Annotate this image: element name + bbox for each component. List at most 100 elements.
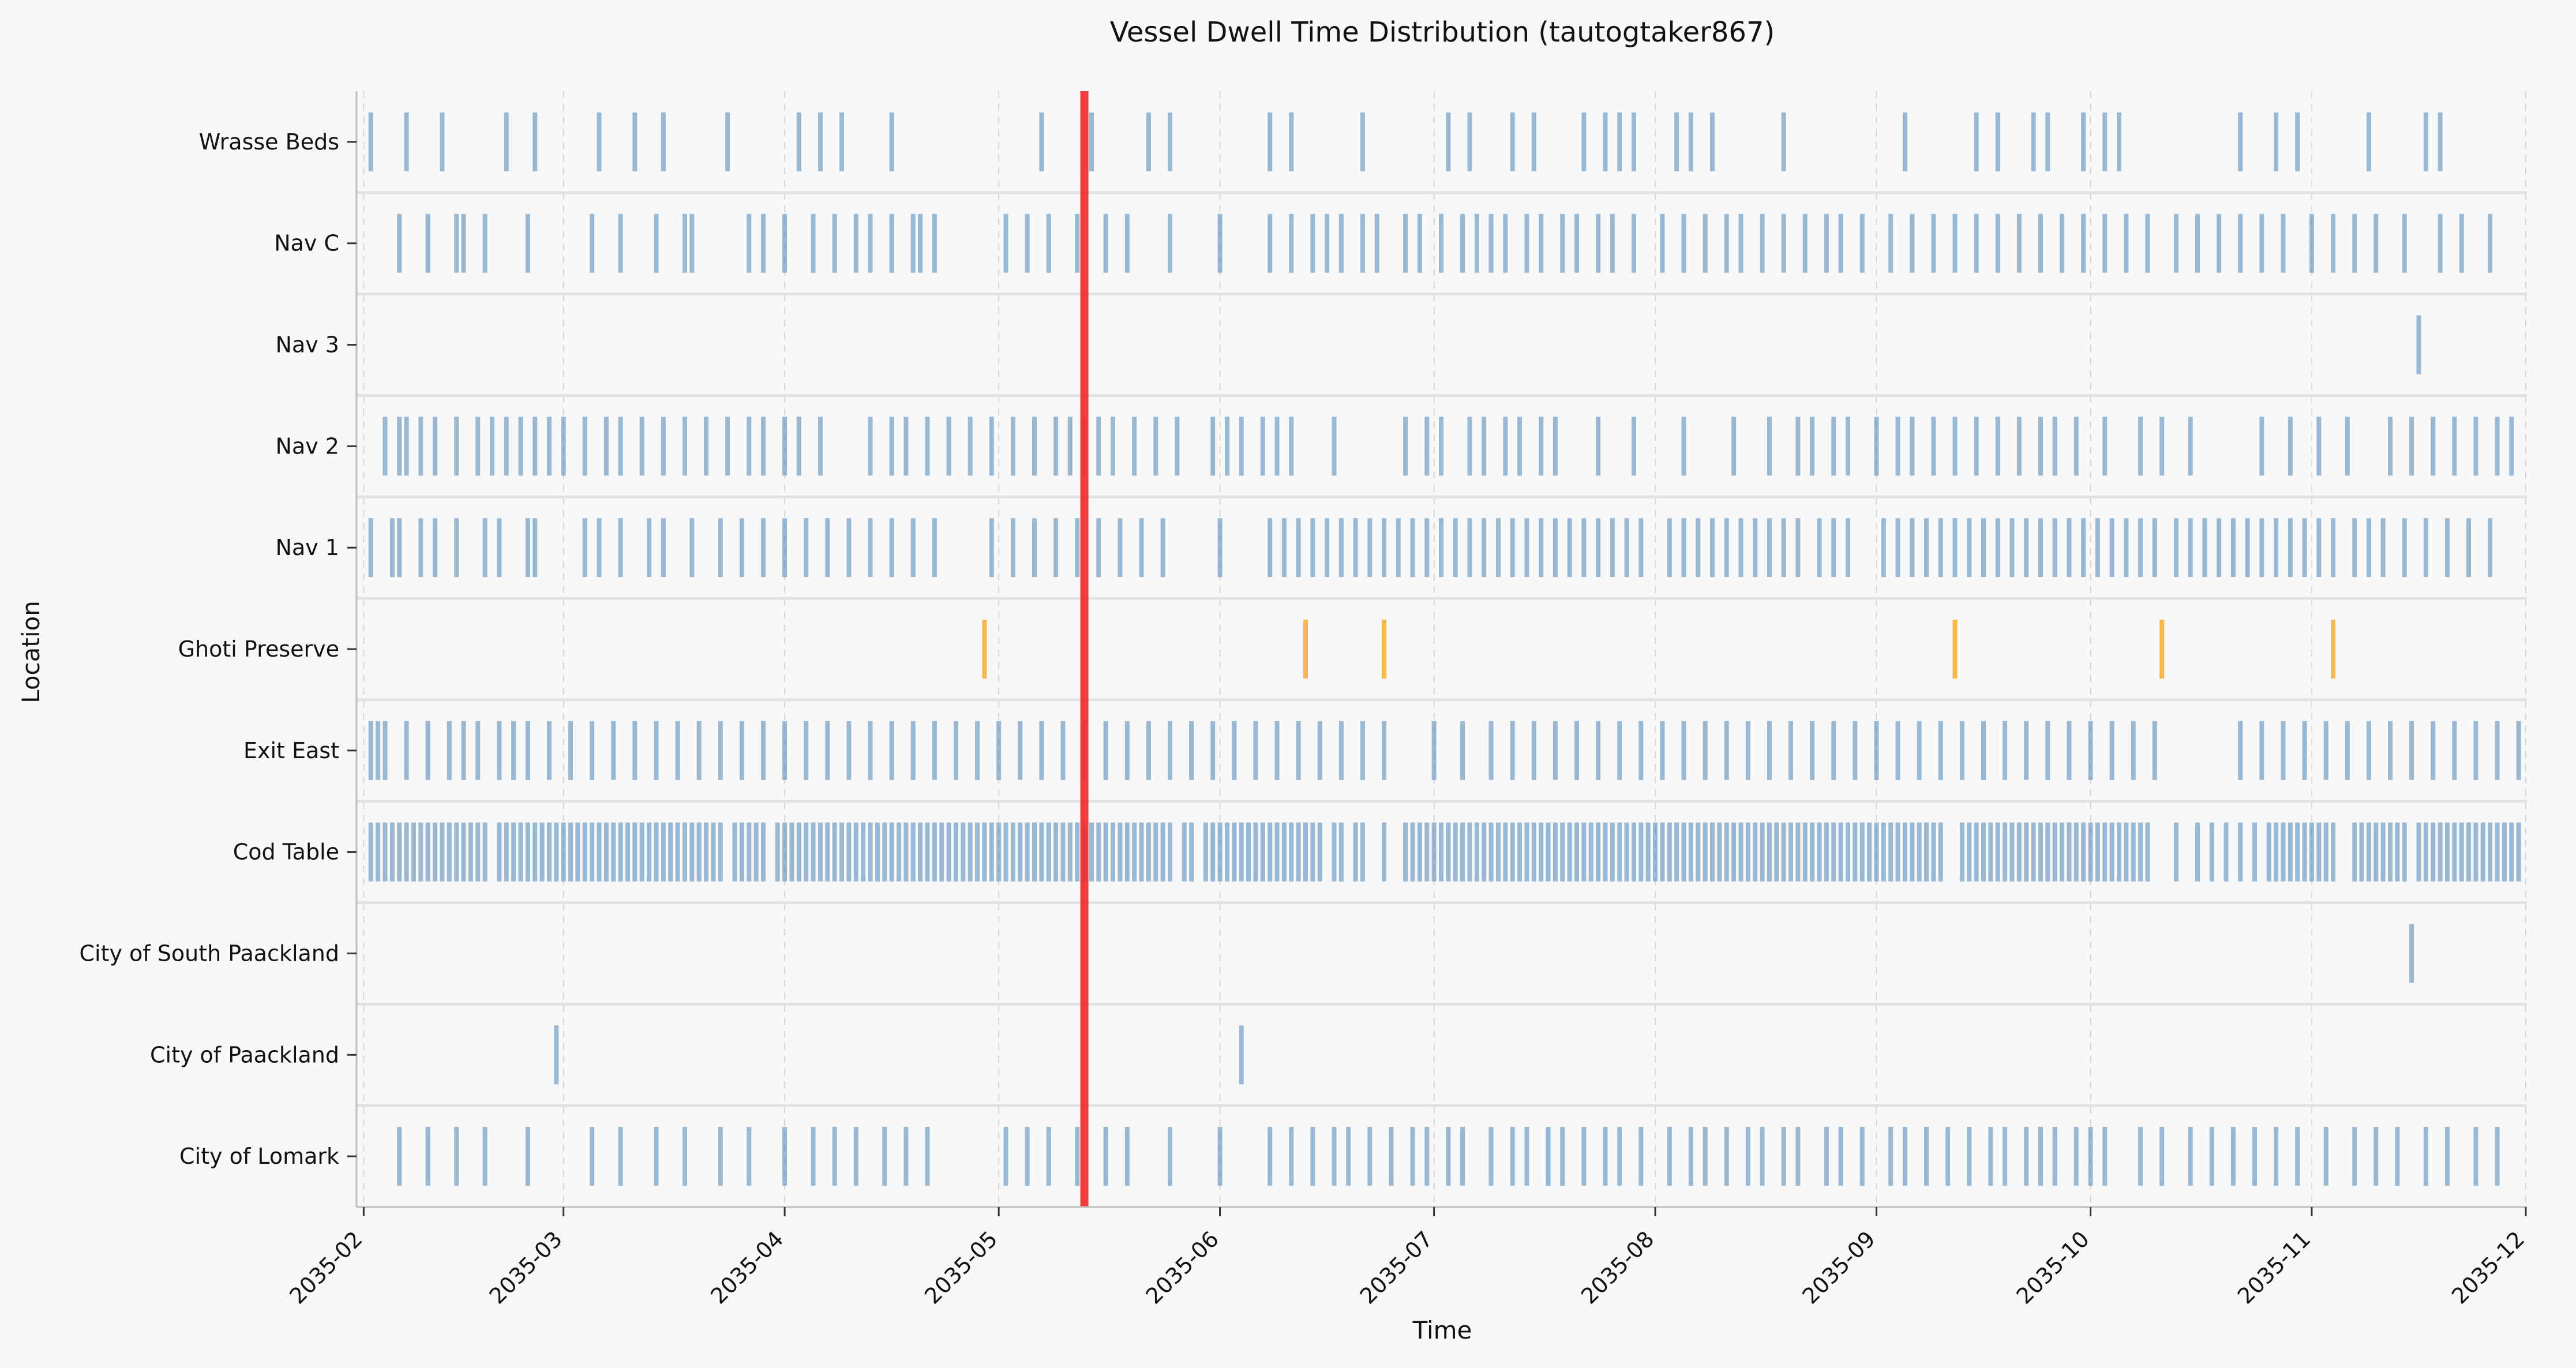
dwell-event-bar — [1681, 213, 1686, 273]
dwell-event-bar — [747, 417, 752, 476]
dwell-event-bar — [383, 417, 388, 476]
dwell-event-bar — [1767, 417, 1772, 476]
dwell-event-bar — [1617, 822, 1622, 882]
dwell-event-bar — [590, 822, 595, 882]
dwell-event-bar — [1853, 721, 1858, 780]
y-tick-label: City of Lomark — [179, 1144, 339, 1169]
dwell-event-bar — [1945, 1127, 1951, 1186]
dwell-event-bar — [533, 417, 538, 476]
dwell-event-bar — [1003, 822, 1008, 882]
dwell-event-bar — [1118, 518, 1123, 578]
dwell-event-bar — [2438, 822, 2443, 882]
dwell-event-bar — [2331, 213, 2336, 273]
dwell-event-bar — [582, 822, 587, 882]
dwell-event-bar — [2423, 1127, 2428, 1186]
dwell-event-bar — [1824, 1127, 1829, 1186]
dwell-event-bar — [1846, 417, 1850, 476]
dwell-event-bar — [1410, 518, 1415, 578]
dwell-event-bar — [2067, 721, 2072, 780]
dwell-event-bar — [2466, 822, 2472, 882]
dwell-event-bar — [2195, 822, 2200, 882]
dwell-event-bar — [1910, 822, 1915, 882]
dwell-event-bar — [2016, 417, 2022, 476]
dwell-event-bar — [1467, 822, 1472, 882]
dwell-event-bar — [2252, 822, 2257, 882]
dwell-event-bar — [2252, 1127, 2257, 1186]
dwell-event-bar — [440, 822, 445, 882]
dwell-event-bar — [2003, 1127, 2008, 1186]
dwell-event-bar — [1774, 822, 1779, 882]
dwell-event-bar — [2495, 721, 2500, 780]
dwell-event-bar — [2488, 518, 2493, 578]
dwell-event-bar — [2409, 721, 2414, 780]
dwell-event-bar — [811, 822, 816, 882]
dwell-event-bar — [1781, 213, 1786, 273]
dwell-event-bar — [1539, 518, 1544, 578]
dwell-event-bar — [1760, 1127, 1765, 1186]
dwell-event-bar — [1617, 112, 1622, 171]
y-tick-label: Nav 2 — [276, 433, 339, 459]
dwell-event-bar — [2444, 822, 2450, 882]
dwell-event-bar — [1667, 1127, 1672, 1186]
dwell-event-bar — [932, 518, 937, 578]
dwell-event-bar — [804, 822, 809, 882]
dwell-event-bar — [747, 1127, 752, 1186]
dwell-event-bar — [661, 822, 666, 882]
dwell-event-bar — [889, 417, 894, 476]
dwell-event-bar — [1495, 518, 1501, 578]
dwell-event-bar — [2038, 518, 2043, 578]
dwell-event-bar — [2259, 518, 2264, 578]
dwell-event-bar — [1289, 112, 1294, 171]
dwell-event-bar — [1995, 822, 2000, 882]
dwell-event-bar — [1289, 417, 1294, 476]
dwell-event-bar — [1032, 822, 1037, 882]
dwell-event-bar — [1660, 721, 1665, 780]
dwell-event-bar — [2309, 822, 2314, 882]
dwell-event-bar — [2173, 822, 2178, 882]
dwell-event-bar — [1874, 721, 1879, 780]
dwell-event-bar — [1710, 518, 1715, 578]
dwell-event-bar — [918, 822, 923, 882]
dwell-event-bar — [1653, 822, 1658, 882]
dwell-event-bar — [1938, 822, 1943, 882]
dwell-event-bar — [718, 822, 723, 882]
dwell-event-bar — [1810, 721, 1815, 780]
dwell-event-bar — [618, 518, 623, 578]
dwell-event-bar — [2345, 417, 2350, 476]
dwell-event-bar — [1303, 822, 1308, 882]
dwell-event-bar — [1495, 822, 1501, 882]
dwell-event-bar — [1859, 1127, 1865, 1186]
dwell-event-bar — [2402, 822, 2407, 882]
dwell-event-bar — [2102, 1127, 2108, 1186]
dwell-event-bar — [1353, 822, 1358, 882]
dwell-event-bar — [1995, 518, 2000, 578]
dwell-event-bar — [1332, 417, 1337, 476]
dwell-event-bar — [1795, 518, 1801, 578]
dwell-event-bar — [1389, 1127, 1394, 1186]
dwell-event-bar — [910, 822, 916, 882]
dwell-event-bar — [2145, 822, 2150, 882]
dwell-event-bar — [1546, 1127, 1551, 1186]
dwell-event-bar — [1018, 721, 1023, 780]
dwell-event-bar — [1810, 822, 1815, 882]
dwell-event-bar — [1060, 822, 1066, 882]
dwell-event-bar — [661, 417, 666, 476]
dwell-event-bar — [2459, 822, 2464, 882]
dwell-event-bar — [1382, 822, 1387, 882]
dwell-event-bar — [603, 417, 609, 476]
dwell-event-bar — [2102, 112, 2108, 171]
dwell-event-bar — [782, 213, 788, 273]
dwell-event-bar — [454, 213, 459, 273]
dwell-event-bar — [953, 721, 958, 780]
dwell-event-bar — [1003, 213, 1008, 273]
dwell-event-bar — [1360, 112, 1365, 171]
dwell-event-bar — [796, 822, 801, 882]
dwell-event-bar — [2024, 822, 2029, 882]
dwell-event-bar — [1467, 518, 1472, 578]
dwell-event-bar — [1902, 112, 1907, 171]
dwell-event-bar — [2345, 721, 2350, 780]
dwell-event-bar — [889, 518, 894, 578]
dwell-event-bar — [1874, 417, 1879, 476]
dwell-event-bar — [2173, 518, 2178, 578]
dwell-event-bar — [2188, 1127, 2193, 1186]
